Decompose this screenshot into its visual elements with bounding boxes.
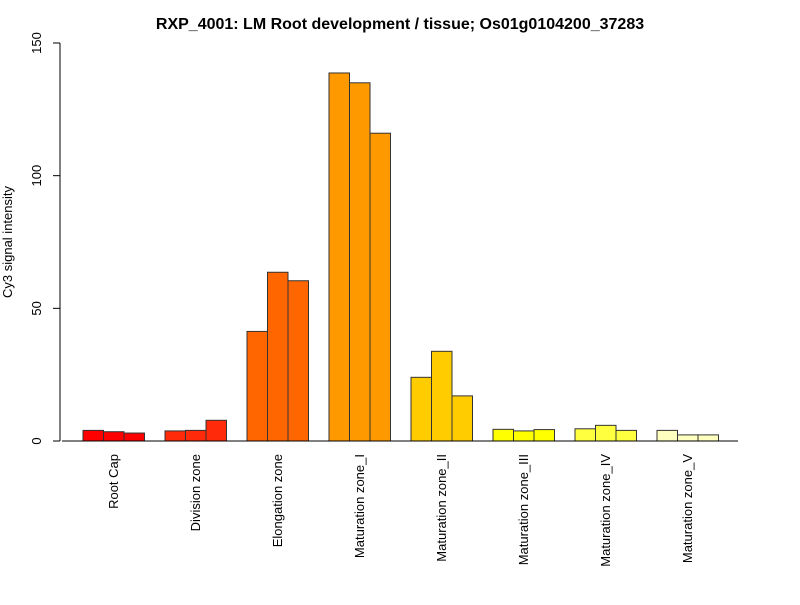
x-tick-label: Maturation zone_I bbox=[352, 454, 367, 558]
x-axis-labels: Root Cap Division zone Elongation zone Matu… bbox=[106, 454, 695, 567]
bar-1-3 bbox=[123, 432, 145, 442]
bar-6-1 bbox=[492, 428, 514, 442]
bar-7-1 bbox=[574, 428, 596, 442]
y-axis: 0 50 100 150 bbox=[29, 32, 61, 445]
y-tick-label: 100 bbox=[29, 165, 44, 187]
bar-6-3 bbox=[533, 429, 555, 442]
bar-2-1 bbox=[164, 430, 186, 442]
bar-2-2 bbox=[185, 429, 207, 442]
bar-3-1 bbox=[246, 330, 268, 442]
bar-6-2 bbox=[513, 430, 535, 442]
x-tick-label: Division zone bbox=[188, 454, 203, 531]
x-tick-label: Maturation zone_IV bbox=[598, 454, 613, 567]
y-tick-label: 50 bbox=[29, 301, 44, 315]
bar-4-3 bbox=[369, 132, 391, 442]
x-tick-label: Maturation zone_V bbox=[680, 454, 695, 563]
bar-5-1 bbox=[410, 376, 432, 442]
bar-8-3 bbox=[697, 434, 719, 442]
bar-7-3 bbox=[615, 429, 637, 442]
x-tick-label: Root Cap bbox=[106, 454, 121, 509]
y-tick-label: 150 bbox=[29, 32, 44, 54]
bar-4-2 bbox=[349, 82, 371, 442]
bar-8-2 bbox=[677, 434, 699, 442]
x-tick-label: Maturation zone_II bbox=[434, 454, 449, 562]
bar-7-2 bbox=[595, 424, 617, 442]
bars-group bbox=[82, 72, 719, 442]
x-tick-label: Elongation zone bbox=[270, 454, 285, 547]
bar-3-2 bbox=[267, 271, 289, 442]
bar-1-2 bbox=[103, 431, 125, 442]
bar-5-2 bbox=[431, 350, 453, 442]
bar-4-1 bbox=[328, 72, 350, 442]
bar-1-1 bbox=[82, 429, 104, 442]
y-axis-label: Cy3 signal intensity bbox=[0, 186, 15, 298]
bar-5-3 bbox=[451, 395, 473, 442]
y-tick-label: 0 bbox=[29, 437, 44, 444]
x-tick-label: Maturation zone_III bbox=[516, 454, 531, 565]
bar-2-3 bbox=[205, 419, 227, 442]
bar-8-1 bbox=[656, 429, 678, 442]
chart-title: RXP_4001: LM Root development / tissue; … bbox=[156, 16, 644, 33]
bar-3-3 bbox=[287, 280, 309, 442]
